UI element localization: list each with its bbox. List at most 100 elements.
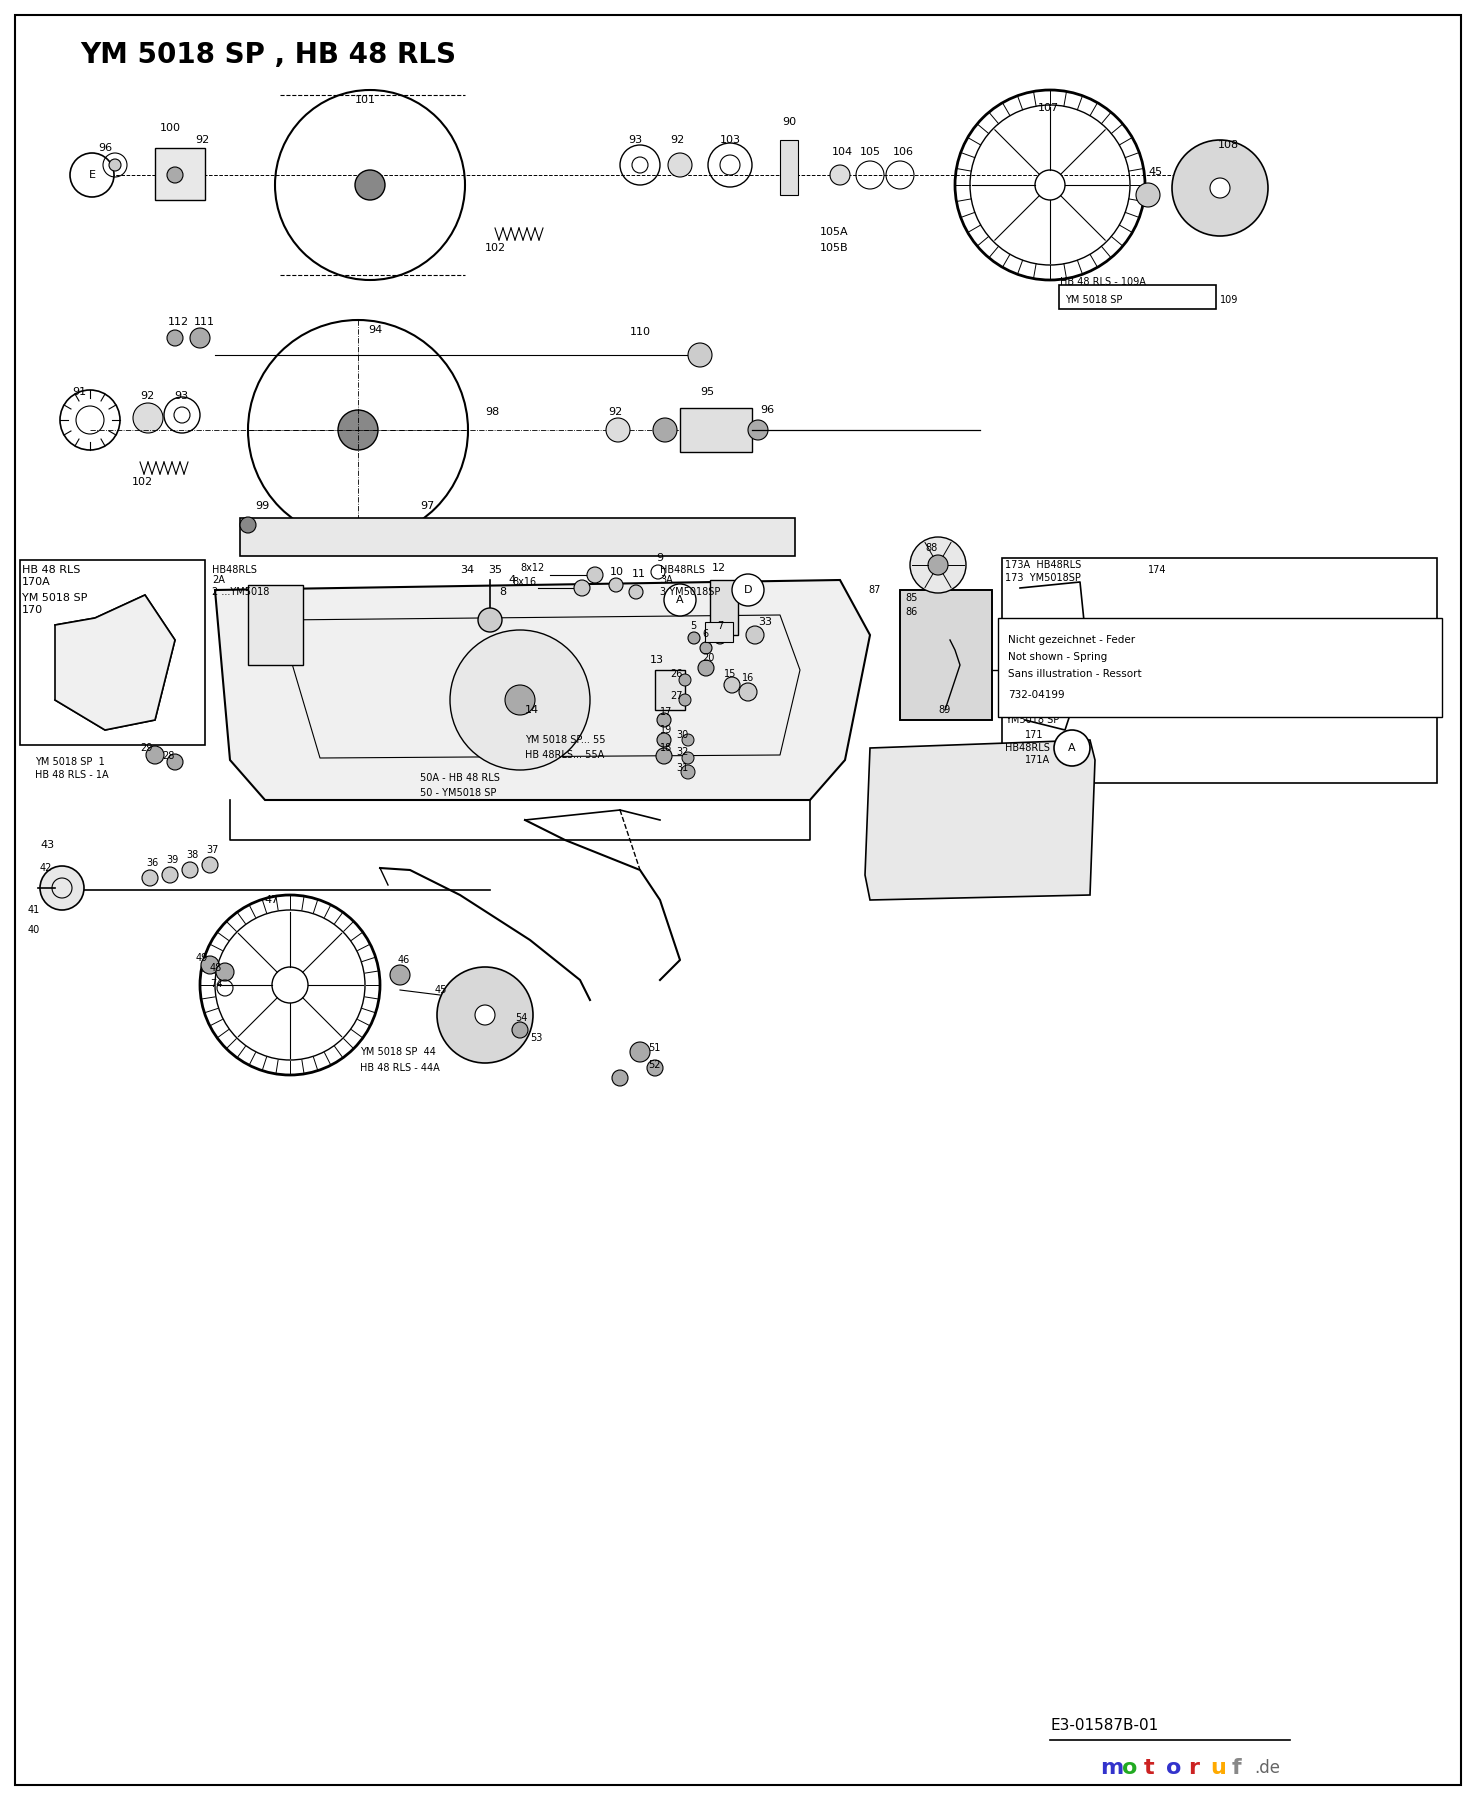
Text: 49: 49 xyxy=(196,952,208,963)
Circle shape xyxy=(739,682,757,700)
Circle shape xyxy=(167,754,183,770)
Text: 105B: 105B xyxy=(821,243,849,254)
Text: o: o xyxy=(1122,1759,1138,1778)
Text: .de: .de xyxy=(1255,1759,1280,1777)
Text: 13: 13 xyxy=(649,655,664,664)
Text: 87: 87 xyxy=(868,585,880,596)
Text: 33: 33 xyxy=(759,617,772,626)
Text: 112: 112 xyxy=(168,317,189,328)
Circle shape xyxy=(133,403,162,434)
Text: 4: 4 xyxy=(508,574,515,585)
Circle shape xyxy=(162,868,179,884)
Text: 98: 98 xyxy=(486,407,499,418)
Circle shape xyxy=(830,166,850,185)
Circle shape xyxy=(475,1004,494,1024)
Text: 3 YM5018SP: 3 YM5018SP xyxy=(660,587,720,598)
Text: 92: 92 xyxy=(608,407,623,418)
Circle shape xyxy=(657,733,672,747)
Text: 106: 106 xyxy=(893,148,914,157)
Circle shape xyxy=(241,517,255,533)
Circle shape xyxy=(655,749,672,763)
Text: 29: 29 xyxy=(140,743,152,752)
Circle shape xyxy=(574,580,590,596)
Text: 95: 95 xyxy=(700,387,714,398)
Text: A: A xyxy=(1069,743,1076,752)
Bar xyxy=(1002,558,1438,783)
Bar xyxy=(155,148,205,200)
Text: 96: 96 xyxy=(97,142,112,153)
Circle shape xyxy=(682,734,694,745)
Polygon shape xyxy=(55,596,176,731)
Circle shape xyxy=(338,410,378,450)
Text: 105: 105 xyxy=(861,148,881,157)
Circle shape xyxy=(745,626,765,644)
Text: 42: 42 xyxy=(40,862,52,873)
Text: 103: 103 xyxy=(720,135,741,146)
Text: 47: 47 xyxy=(264,895,279,905)
Circle shape xyxy=(167,167,183,184)
Text: 51: 51 xyxy=(648,1042,660,1053)
Text: 173A  HB48RLS: 173A HB48RLS xyxy=(1005,560,1082,571)
Text: 28: 28 xyxy=(162,751,174,761)
Circle shape xyxy=(911,536,965,592)
Text: t: t xyxy=(1144,1759,1154,1778)
Text: YM 5018 SP... 55: YM 5018 SP... 55 xyxy=(525,734,605,745)
Text: 50 - YM5018 SP: 50 - YM5018 SP xyxy=(421,788,496,797)
Text: u: u xyxy=(1210,1759,1227,1778)
Text: 40: 40 xyxy=(28,925,40,934)
Text: 89: 89 xyxy=(939,706,951,715)
Text: 31: 31 xyxy=(676,763,688,772)
Text: 108: 108 xyxy=(1218,140,1240,149)
Text: 94: 94 xyxy=(368,326,382,335)
Text: 11: 11 xyxy=(632,569,646,580)
Text: YM 5018 SP: YM 5018 SP xyxy=(1066,295,1122,304)
Text: 74: 74 xyxy=(210,979,223,988)
Circle shape xyxy=(1170,652,1206,688)
Text: HB 48 RLS: HB 48 RLS xyxy=(22,565,80,574)
Circle shape xyxy=(629,585,644,599)
Text: 172: 172 xyxy=(1005,677,1024,688)
Circle shape xyxy=(680,765,695,779)
Text: 90: 90 xyxy=(782,117,796,128)
Text: 92: 92 xyxy=(195,135,210,146)
Circle shape xyxy=(1054,731,1089,767)
Circle shape xyxy=(109,158,121,171)
Circle shape xyxy=(669,153,692,176)
Circle shape xyxy=(182,862,198,878)
Text: 36: 36 xyxy=(146,859,158,868)
Circle shape xyxy=(1035,169,1066,200)
Bar xyxy=(248,585,303,664)
Text: YM 5018 SP , HB 48 RLS: YM 5018 SP , HB 48 RLS xyxy=(80,41,456,68)
Circle shape xyxy=(679,673,691,686)
Text: 174: 174 xyxy=(1148,565,1166,574)
Polygon shape xyxy=(215,580,869,799)
Circle shape xyxy=(190,328,210,347)
Circle shape xyxy=(505,686,534,715)
Text: 20: 20 xyxy=(703,653,714,662)
Text: HB 48 RLS - 109A: HB 48 RLS - 109A xyxy=(1060,277,1145,286)
Bar xyxy=(900,590,992,720)
Text: 48: 48 xyxy=(210,963,223,974)
Circle shape xyxy=(142,869,158,886)
Circle shape xyxy=(201,956,218,974)
Circle shape xyxy=(1210,178,1230,198)
Bar xyxy=(680,409,751,452)
Text: 10: 10 xyxy=(610,567,624,578)
Text: A: A xyxy=(676,596,683,605)
Text: 50A - HB 48 RLS: 50A - HB 48 RLS xyxy=(421,772,500,783)
Text: ·: · xyxy=(1168,652,1173,670)
Text: 104: 104 xyxy=(832,148,853,157)
Text: 92: 92 xyxy=(140,391,155,401)
Circle shape xyxy=(40,866,84,911)
Text: 41: 41 xyxy=(28,905,40,914)
Text: 27: 27 xyxy=(670,691,682,700)
Text: 52: 52 xyxy=(648,1060,660,1069)
Text: 93: 93 xyxy=(627,135,642,146)
Circle shape xyxy=(748,419,768,439)
Text: 85: 85 xyxy=(905,592,918,603)
Text: 88: 88 xyxy=(925,544,937,553)
Text: YM 5018 SP: YM 5018 SP xyxy=(22,592,87,603)
Text: 26: 26 xyxy=(670,670,682,679)
FancyBboxPatch shape xyxy=(1058,284,1216,310)
Text: 110: 110 xyxy=(630,328,651,337)
